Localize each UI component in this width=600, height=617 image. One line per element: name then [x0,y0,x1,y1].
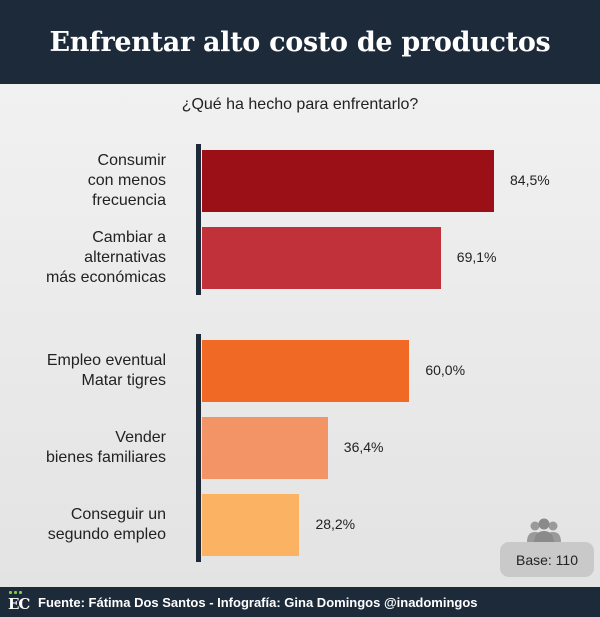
category-label-5: Conseguir un segundo empleo [47,506,166,543]
bar-1 [202,150,494,212]
chart-subtitle: ¿Qué ha hecho para enfrentarlo? [181,96,419,113]
category-label-2: Cambiar a alternativas más económicas [45,229,166,286]
base-label: Base: 110 [515,551,578,568]
category-label-3: Empleo eventual Matar tigres [46,352,166,389]
ec-logo: EC [8,591,32,613]
category-label-1: Consumir con menos frecuencia [87,152,166,209]
people-icon [527,518,561,544]
chart-area: ¿Qué ha hecho para enfrentarlo? Consumir… [0,84,600,587]
source-credit: Fuente: Fátima Dos Santos - Infografía: … [38,594,478,610]
logo-text: EC [8,595,30,613]
axis-line-group-1 [196,144,201,295]
bar-4 [202,417,328,479]
base-badge: Base: 110 [500,542,594,577]
axis-line-group-2 [196,334,201,562]
category-label-4: Vender bienes familiares [45,429,166,466]
value-label-1: 84,5% [510,172,550,188]
value-label-4: 36,4% [343,439,384,455]
bar-2 [202,227,441,289]
footer: EC Fuente: Fátima Dos Santos - Infografí… [0,587,600,617]
header: Enfrentar alto costo de productos [0,0,600,84]
chart-title: Enfrentar alto costo de productos [49,26,551,58]
value-label-3: 60,0% [425,362,466,378]
bar-5 [202,494,300,556]
bar-3 [202,340,410,402]
value-label-2: 69,1% [456,249,497,265]
value-label-5: 28,2% [315,516,356,532]
